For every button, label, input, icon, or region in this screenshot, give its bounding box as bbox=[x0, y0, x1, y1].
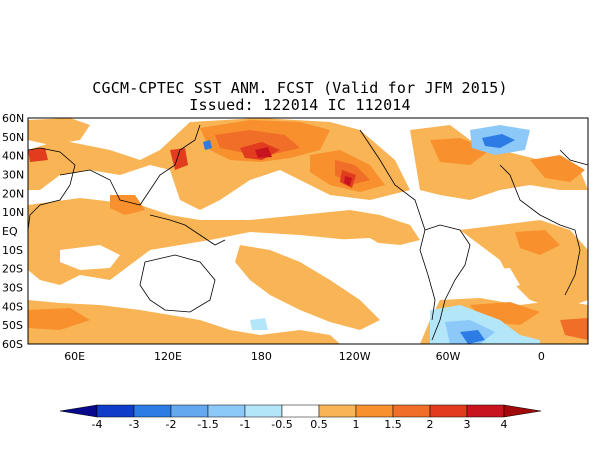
colorbar-swatch bbox=[392, 404, 431, 418]
latitude-label: 50S bbox=[2, 319, 23, 332]
map-title: CGCM-CPTEC SST ANM. FCST (Valid for JFM … bbox=[92, 79, 508, 97]
colorbar-swatch bbox=[133, 404, 172, 418]
colorbar-level-label: -3 bbox=[129, 418, 140, 431]
latitude-label: 20N bbox=[2, 187, 24, 200]
longitude-label: 180 bbox=[251, 350, 272, 363]
anomaly-neutral-gaps bbox=[60, 198, 520, 295]
latitude-label: 20S bbox=[2, 263, 23, 276]
colorbar-level-label: 1 bbox=[353, 418, 360, 431]
coastlines bbox=[28, 124, 588, 341]
map-plot-area bbox=[28, 118, 588, 344]
latitude-label: 30S bbox=[2, 282, 23, 295]
longitude-label: 60E bbox=[64, 350, 85, 363]
colorbar-arrow-high bbox=[503, 404, 542, 418]
longitude-labels: 60E 120E 180 120W 60W 0 bbox=[64, 350, 545, 363]
colorbar-swatch bbox=[170, 404, 209, 418]
colorbar-swatch bbox=[281, 404, 320, 418]
latitude-label: 10N bbox=[2, 206, 24, 219]
latitude-labels: 60N 50N 40N 30N 20N 10N EQ 10S 20S 30S 40S 50S 60S bbox=[2, 112, 24, 351]
colorbar-level-label: 1.5 bbox=[384, 418, 402, 431]
latitude-label: 40S bbox=[2, 300, 23, 313]
colorbar-swatch bbox=[429, 404, 468, 418]
colorbar-level-label: 3 bbox=[464, 418, 471, 431]
colorbar-level-label: 4 bbox=[501, 418, 508, 431]
longitude-label: 120E bbox=[154, 350, 182, 363]
colorbar-level-label: 0.5 bbox=[310, 418, 328, 431]
colorbar-swatch bbox=[318, 404, 357, 418]
latitude-label: 30N bbox=[2, 169, 24, 182]
colorbar-swatch bbox=[244, 404, 283, 418]
colorbar-level-label: -4 bbox=[92, 418, 103, 431]
latitude-label: 60S bbox=[2, 338, 23, 351]
colorbar-arrow-low bbox=[59, 404, 98, 418]
colorbar-swatch bbox=[355, 404, 394, 418]
longitude-label: 60W bbox=[436, 350, 461, 363]
longitude-label: 120W bbox=[339, 350, 371, 363]
map-frame bbox=[27, 117, 589, 345]
longitude-label: 0 bbox=[538, 350, 545, 363]
colorbar-swatch bbox=[207, 404, 246, 418]
latitude-label: 50N bbox=[2, 131, 24, 144]
latitude-label: 60N bbox=[2, 112, 24, 125]
colorbar-level-label: -1.5 bbox=[197, 418, 218, 431]
colorbar-level-label: -0.5 bbox=[271, 418, 292, 431]
colorbar-swatch bbox=[96, 404, 135, 418]
latitude-label: 10S bbox=[2, 244, 23, 257]
anomaly-positive-extreme bbox=[255, 147, 352, 186]
map-issued-line: Issued: 122014 IC 112014 bbox=[189, 96, 411, 114]
colorbar-level-label: -2 bbox=[166, 418, 177, 431]
colorbar-level-label: -1 bbox=[240, 418, 251, 431]
colorbar-level-label: 2 bbox=[427, 418, 434, 431]
latitude-label: 40N bbox=[2, 150, 24, 163]
latitude-label: EQ bbox=[2, 225, 18, 238]
colorbar-swatch bbox=[466, 404, 505, 418]
anomaly-negative bbox=[203, 125, 540, 344]
